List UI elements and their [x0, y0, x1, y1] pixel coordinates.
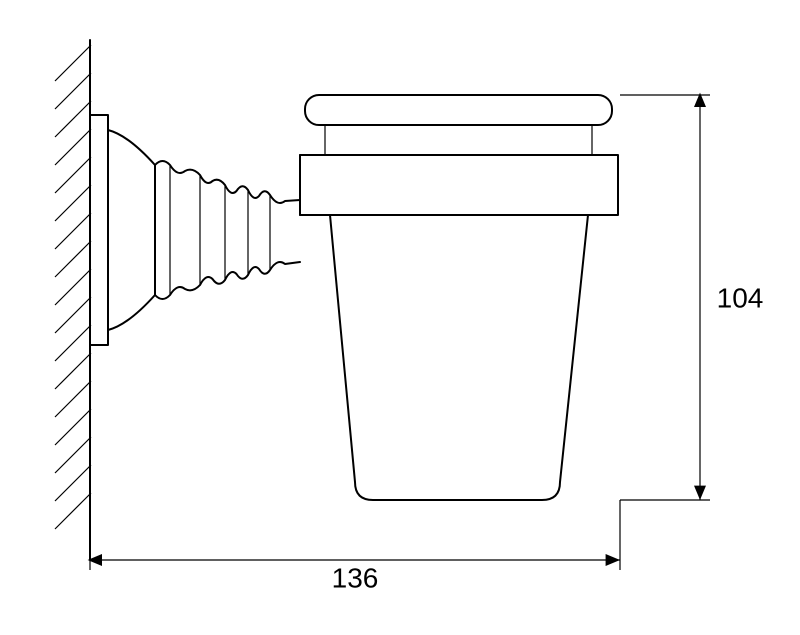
technical-drawing: 136 104: [0, 0, 800, 635]
dimension-width: [90, 500, 620, 570]
cup-body: [330, 215, 588, 500]
dimension-height-label: 104: [717, 282, 764, 313]
dimension-height: [620, 95, 710, 500]
wall-hatching: [55, 45, 91, 529]
dimension-width-label: 136: [332, 562, 379, 593]
holder-ring: [300, 155, 618, 215]
mount-base: [90, 115, 300, 345]
cup-lid: [305, 95, 612, 155]
